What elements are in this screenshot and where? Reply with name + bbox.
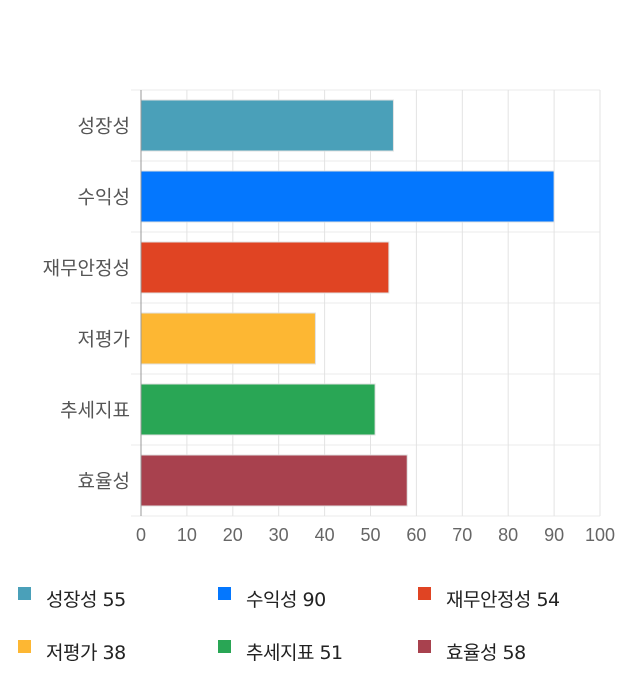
x-tick-label: 30 bbox=[269, 525, 289, 545]
bar-0 bbox=[140, 99, 394, 152]
x-tick-label: 60 bbox=[406, 525, 426, 545]
x-tick-label: 100 bbox=[585, 525, 615, 545]
legend-label: 성장성 55 bbox=[46, 589, 126, 611]
y-category-label: 성장성 bbox=[78, 116, 130, 138]
legend-swatch bbox=[18, 640, 31, 653]
bar-5 bbox=[140, 454, 408, 507]
legend-item-undervalued[interactable]: 저평가 38 bbox=[18, 638, 126, 665]
bar-2 bbox=[140, 241, 390, 294]
legend-item-stability[interactable]: 재무안정성 54 bbox=[418, 585, 560, 612]
legend-item-efficiency[interactable]: 효율성 58 bbox=[418, 638, 526, 665]
legend-swatch bbox=[218, 640, 231, 653]
legend-label: 추세지표 51 bbox=[246, 642, 343, 664]
bar-chart: 0 10 20 30 40 50 60 70 80 90 100 성장성수익성재무안정성저평가추세지표… bbox=[43, 89, 615, 545]
legend-item-trend[interactable]: 추세지표 51 bbox=[218, 638, 343, 665]
bar-4 bbox=[140, 383, 376, 436]
legend-item-profitability[interactable]: 수익성 90 bbox=[218, 585, 326, 612]
legend-item-growth[interactable]: 성장성 55 bbox=[18, 585, 126, 612]
legend-swatch bbox=[418, 587, 431, 600]
y-category-label: 저평가 bbox=[78, 329, 130, 351]
bar-3 bbox=[140, 312, 316, 365]
legend-swatch bbox=[418, 640, 431, 653]
legend-label: 재무안정성 54 bbox=[446, 589, 560, 611]
x-tick-label: 40 bbox=[315, 525, 335, 545]
y-category-label: 추세지표 bbox=[60, 400, 130, 422]
legend-label: 수익성 90 bbox=[246, 589, 326, 611]
x-tick-label: 20 bbox=[223, 525, 243, 545]
y-category-label: 재무안정성 bbox=[43, 258, 130, 280]
bar-1 bbox=[140, 170, 555, 223]
legend-swatch bbox=[18, 587, 31, 600]
y-category-label: 수익성 bbox=[78, 187, 130, 209]
x-tick-label: 0 bbox=[136, 525, 146, 545]
x-tick-label: 50 bbox=[360, 525, 380, 545]
legend-label: 효율성 58 bbox=[446, 642, 526, 664]
legend-label: 저평가 38 bbox=[46, 642, 126, 664]
x-tick-label: 90 bbox=[544, 525, 564, 545]
x-tick-label: 80 bbox=[498, 525, 518, 545]
y-category-label: 효율성 bbox=[78, 471, 130, 493]
x-tick-label: 10 bbox=[177, 525, 197, 545]
legend-swatch bbox=[218, 587, 231, 600]
x-tick-label: 70 bbox=[452, 525, 472, 545]
